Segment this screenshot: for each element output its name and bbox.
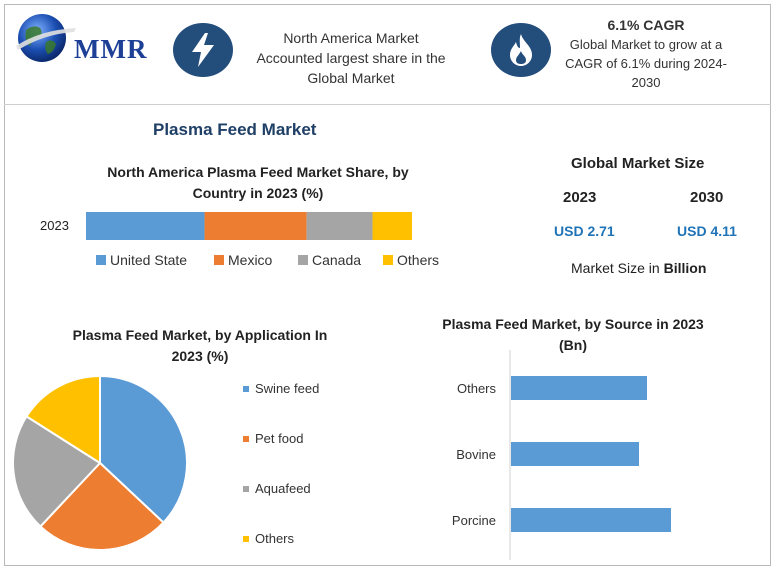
north-america-desc-2: Global Market	[307, 70, 395, 86]
north-america-title: North America Market	[283, 30, 419, 46]
source-category-label-bovine: Bovine	[456, 447, 496, 462]
pie-slice-pet-food	[39, 461, 165, 551]
north-america-text: North America Market Accounted largest s…	[244, 28, 458, 88]
country-share-title-line1: North America Plasma Feed Market Share, …	[107, 164, 409, 180]
legend-swatch	[243, 435, 249, 442]
pie-legend-item-aquafeed: Aquafeed	[243, 481, 311, 496]
flame-icon	[510, 34, 532, 66]
legend-swatch	[298, 255, 308, 265]
legend-label: Others	[255, 531, 295, 546]
legend-swatch	[214, 255, 224, 265]
global-year-2030: 2030	[690, 189, 724, 206]
legend-label: Others	[397, 252, 440, 268]
stacked-legend-item-mexico: Mexico	[214, 252, 272, 268]
source-category-label-porcine: Porcine	[452, 513, 496, 528]
cagr-badge	[491, 23, 551, 77]
legend-label: Mexico	[228, 252, 273, 268]
pie-slice-aquafeed	[12, 415, 102, 528]
global-value-2030: USD 4.11	[677, 223, 737, 239]
cagr-desc-3: 2030	[631, 75, 661, 90]
legend-swatch	[243, 485, 249, 492]
cagr-desc-2: CAGR of 6.1% during 2024-	[565, 56, 727, 71]
page-title: Plasma Feed Market	[153, 120, 317, 139]
application-title-line2: 2023 (%)	[171, 348, 229, 364]
unit-note-bold: Billion	[663, 260, 707, 276]
north-america-badge	[173, 23, 233, 77]
source-category-label-others: Others	[457, 381, 497, 396]
stacked-bar-segment-mexico	[204, 212, 307, 240]
legend-label: Aquafeed	[255, 481, 311, 496]
stacked-bar-segment-united-state	[86, 212, 205, 240]
lightning-bolt-icon	[192, 33, 214, 67]
pie-legend-item-swine-feed: Swine feed	[243, 381, 319, 396]
source-bar-porcine	[511, 508, 671, 532]
pie-legend-item-pet-food: Pet food	[243, 431, 303, 446]
global-value-2023: USD 2.71	[554, 223, 615, 239]
legend-label: United State	[110, 252, 188, 268]
legend-swatch	[383, 255, 393, 265]
stacked-legend-item-united-state: United State	[96, 252, 187, 268]
pie-slice-swine-feed	[99, 375, 188, 524]
globe-logo-icon	[16, 14, 76, 62]
application-title-line1: Plasma Feed Market, by Application In	[72, 327, 328, 343]
legend-label: Swine feed	[255, 381, 320, 396]
cagr-title: 6.1% CAGR	[607, 17, 685, 33]
source-bar-others	[511, 376, 647, 400]
unit-note-prefix: Market Size in	[571, 260, 664, 276]
source-title-line1: Plasma Feed Market, by Source in 2023	[442, 316, 704, 332]
cagr-desc-1: Global Market to grow at a	[569, 37, 723, 52]
stacked-bar-chart	[86, 212, 412, 240]
stacked-legend-item-canada: Canada	[298, 252, 361, 268]
market-size-unit-note: Market Size in Billion	[571, 260, 706, 276]
global-market-size-title: Global Market Size	[571, 155, 705, 172]
stacked-legend-item-others: Others	[383, 252, 439, 268]
legend-label: Canada	[312, 252, 362, 268]
application-pie-chart	[12, 375, 188, 551]
cagr-text: 6.1% CAGR Global Market to grow at a CAG…	[560, 16, 732, 92]
pie-legend-item-others: Others	[243, 531, 294, 546]
legend-swatch	[96, 255, 106, 265]
stacked-bar-category-label: 2023	[40, 218, 69, 233]
country-share-title-line2: Country in 2023 (%)	[192, 185, 324, 201]
legend-label: Pet food	[255, 431, 304, 446]
legend-swatch	[243, 535, 249, 542]
legend-swatch	[243, 385, 249, 392]
brand-logo-text: MMR	[74, 34, 148, 64]
country-share-chart-title: North America Plasma Feed Market Share, …	[76, 162, 440, 204]
north-america-desc-1: Accounted largest share in the	[256, 50, 446, 66]
global-year-2023: 2023	[563, 189, 597, 206]
pie-slice-others	[25, 375, 101, 465]
application-chart-title: Plasma Feed Market, by Application In 20…	[40, 325, 360, 367]
source-chart-title: Plasma Feed Market, by Source in 2023 (B…	[418, 314, 728, 356]
stacked-bar-segment-others	[372, 212, 412, 240]
stacked-bar-segment-canada	[306, 212, 373, 240]
source-bar-chart: Others Bovine Porcine	[452, 350, 671, 560]
header-divider	[4, 104, 771, 105]
source-bar-bovine	[511, 442, 639, 466]
source-title-line2: (Bn)	[559, 337, 587, 353]
